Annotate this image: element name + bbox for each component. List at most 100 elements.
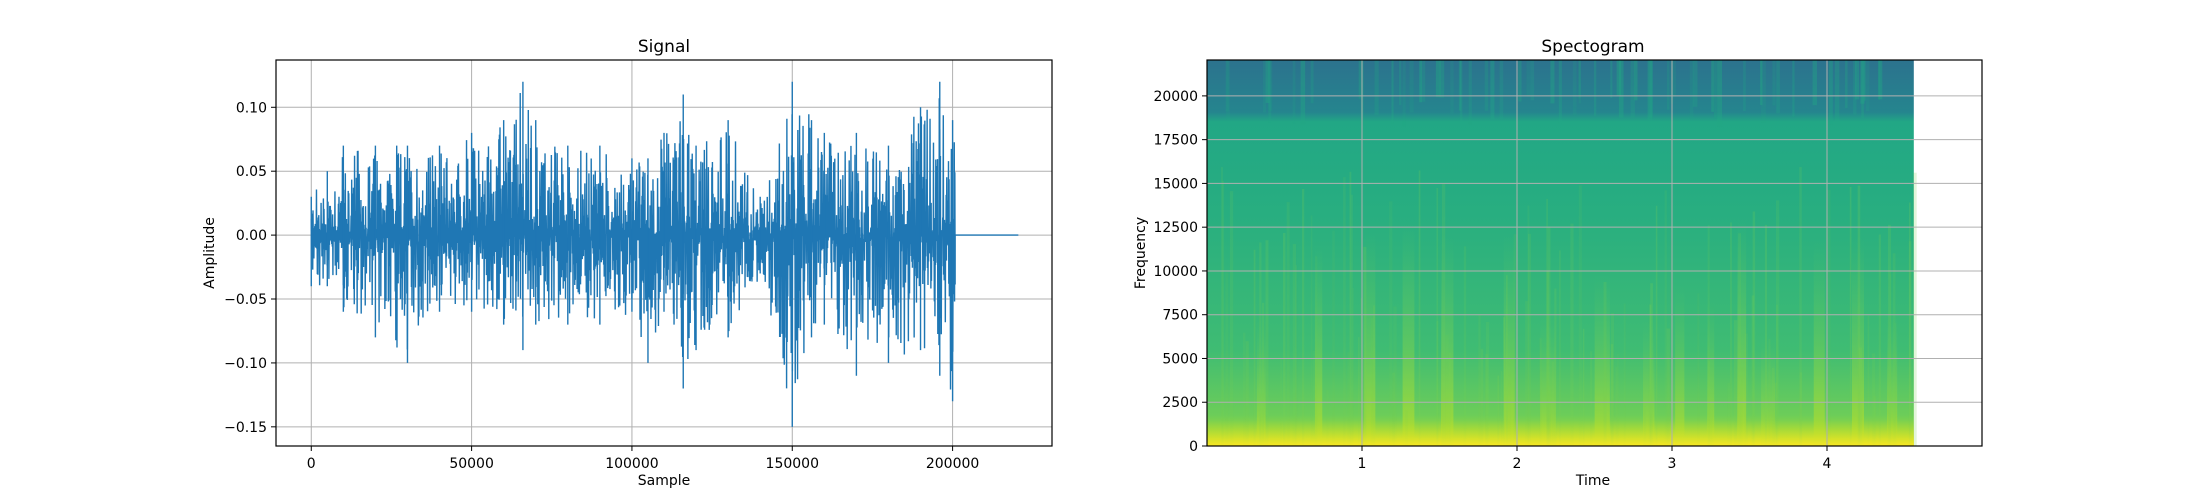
spectrogram-hf-streak (1671, 60, 1677, 97)
spectrogram-streak (1245, 341, 1249, 446)
spectrogram-streak (1648, 304, 1652, 446)
signal-title: Signal (638, 37, 690, 57)
spectrogram-streak (1867, 315, 1870, 446)
spectrogram-streak (1485, 354, 1489, 446)
spectrogram-y-tick-label: 12500 (1153, 220, 1198, 236)
spectrogram-hf-streak (1268, 60, 1272, 123)
spectrogram-streak (1547, 226, 1551, 446)
spectrogram-streak (1827, 189, 1831, 446)
signal-xlabel: Sample (638, 473, 691, 489)
spectrogram-streak (1527, 205, 1530, 446)
spectrogram-streak (1265, 240, 1269, 446)
spectrogram-streak (1448, 352, 1451, 446)
spectrogram-streak (1352, 287, 1354, 446)
spectrogram-streak (1615, 366, 1618, 446)
spectrogram-hf-streak (1878, 60, 1881, 100)
spectrogram-hf-streak (1861, 60, 1864, 118)
spectrogram-axes-frame (1206, 59, 1983, 447)
spectrogram-streak (1667, 356, 1670, 446)
spectrogram-hf-streak (1225, 60, 1229, 112)
spectrogram-streak (1349, 171, 1352, 446)
spectrogram-streak (1894, 322, 1897, 446)
spectrogram-streak (1350, 194, 1354, 446)
spectrogram-hf-streak (1865, 60, 1870, 112)
spectrogram-hf-streak (1526, 60, 1531, 97)
spectrogram-streak (1286, 202, 1290, 446)
spectrogram-streak (1582, 328, 1585, 446)
spectrogram-streak (1738, 233, 1742, 446)
spectrogram-streak (1664, 190, 1667, 446)
spectrogram-hf-streak (1420, 60, 1426, 102)
spectrogram-band (1813, 239, 1825, 446)
spectrogram-y-tick-label: 20000 (1153, 89, 1198, 105)
spectrogram-streak (1393, 306, 1397, 446)
spectrogram-streak (1697, 293, 1700, 446)
spectrogram-streak (1603, 282, 1607, 446)
spectrogram-streak (1302, 188, 1305, 446)
spectrogram-hf-streak (1435, 60, 1441, 98)
spectrogram-hf-streak (1292, 60, 1296, 125)
spectrogram-hf-streak (1439, 60, 1445, 98)
signal-chart: Signal 0 50000 100000 150000 200000 −0.15 −0.1… (202, 37, 1053, 489)
spectrogram-band (1256, 319, 1266, 446)
spectrogram-hf-streak (1618, 60, 1624, 118)
signal-y-tick-label: −0.15 (224, 420, 267, 436)
spectrogram-streak (1744, 333, 1748, 446)
spectrogram-image (1207, 60, 1914, 446)
spectrogram-streak (1590, 351, 1593, 446)
signal-y-tick-label: −0.05 (224, 292, 267, 308)
spectrogram-streak (1295, 265, 1298, 446)
spectrogram-band (1643, 319, 1655, 446)
spectrogram-hf-streak (1713, 60, 1718, 119)
spectrogram-streak (1554, 288, 1557, 446)
spectrogram-y-tick-label: 7500 (1162, 308, 1198, 324)
spectrogram-band (1402, 221, 1415, 446)
signal-ylabel: Amplitude (202, 217, 218, 289)
spectrogram-streak (1892, 253, 1896, 446)
spectrogram-streak (1617, 353, 1619, 446)
spectrogram-band (1675, 284, 1685, 446)
spectrogram-band (1364, 231, 1376, 446)
spectrogram-streak (1734, 320, 1738, 446)
spectrogram-streak (1751, 295, 1755, 446)
spectrogram-hf-streak (1458, 60, 1462, 111)
spectrogram-streak (1347, 352, 1350, 446)
spectrogram-streak (1768, 338, 1771, 446)
spectrogram-hf-streak (1649, 60, 1653, 119)
spectrogram-streak (1666, 328, 1670, 446)
spectrogram-hf-streak (1743, 60, 1746, 111)
signal-x-tick-label: 150000 (766, 456, 819, 472)
spectrogram-streak (1649, 304, 1652, 446)
spectrogram-xlabel: Time (1575, 473, 1610, 489)
spectrogram-streak (1361, 356, 1364, 446)
spectrogram-hf-streak (1409, 60, 1414, 113)
spectrogram-streak (1727, 382, 1731, 446)
spectrogram-hf-streak (1468, 60, 1472, 125)
spectrogram-low-band (1207, 420, 1914, 446)
spectrogram-streak (1655, 205, 1658, 446)
spectrogram-hf-streak (1692, 60, 1698, 107)
spectrogram-streak (1500, 371, 1503, 446)
signal-x-tick-label: 0 (307, 456, 316, 472)
spectrogram-streak (1776, 304, 1778, 446)
spectrogram-streak (1363, 246, 1367, 446)
spectrogram-streak (1497, 375, 1500, 446)
spectrogram-hf-streak (1268, 60, 1273, 111)
spectrogram-streak (1418, 170, 1421, 446)
spectrogram-hf-streak (1792, 60, 1795, 117)
spectrogram-streak (1610, 344, 1614, 446)
signal-y-tick-label: 0.00 (236, 228, 267, 244)
signal-x-tick-label: 50000 (449, 456, 494, 472)
spectrogram-band (1707, 301, 1715, 446)
spectrogram-streak (1503, 317, 1506, 446)
signal-x-tick-label: 200000 (926, 456, 979, 472)
spectrogram-streak (1872, 353, 1876, 446)
spectrogram-streak (1225, 272, 1229, 446)
spectrogram-streak (1259, 242, 1262, 446)
spectrogram-hf-streak (1828, 60, 1833, 125)
spectrogram-hf-streak (1358, 60, 1361, 99)
spectrogram-streak (1436, 187, 1439, 446)
spectrogram-streak (1310, 215, 1313, 446)
spectrogram-hf-streak (1714, 60, 1717, 119)
spectrogram-hf-streak (1490, 60, 1495, 120)
